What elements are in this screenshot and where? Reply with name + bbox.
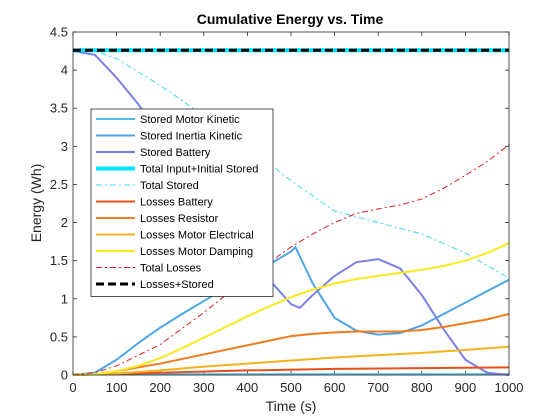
x-tick-label: 800	[411, 380, 433, 395]
x-tick-label: 300	[193, 380, 215, 395]
x-tick-label: 100	[106, 380, 128, 395]
axis-ticks: 0 100 200 300 400 500 600 700 800 900 1000 0 0.5 1 1.5…	[50, 25, 524, 396]
y-tick-label: 0.5	[50, 329, 68, 344]
x-tick-label: 1000	[495, 380, 524, 395]
series-line-stored-inertia-kinetic	[72, 245, 510, 376]
series-lines	[72, 48, 510, 376]
x-tick-label: 600	[324, 380, 346, 395]
y-tick-label: 3.5	[50, 101, 68, 116]
x-tick-label: 700	[367, 380, 389, 395]
y-tick-label: 4	[61, 63, 68, 78]
y-tick-label: 2	[61, 215, 68, 230]
y-tick-label: 1	[61, 291, 68, 306]
chart-title: Cumulative Energy vs. Time	[197, 11, 384, 27]
legend-label-stored-inertia-kinetic: Stored Inertia Kinetic	[140, 131, 243, 143]
legend-label-losses-resistor: Losses Resistor	[140, 213, 219, 225]
legend-label-losses-battery: Losses Battery	[140, 197, 213, 209]
x-tick-label: 500	[280, 380, 302, 395]
series-line-total-losses	[72, 144, 510, 376]
legend-label-losses-motor-electrical: Losses Motor Electrical	[140, 230, 254, 242]
y-tick-label: 2.5	[50, 177, 68, 192]
legend: Stored Motor Kinetic Stored Inertia Kinet…	[90, 108, 274, 297]
series-line-losses-resistor	[72, 313, 510, 376]
y-tick-label: 3	[61, 139, 68, 154]
x-tick-label: 0	[69, 380, 76, 395]
legend-label-total-losses: Total Losses	[140, 263, 202, 275]
legend-label-stored-battery: Stored Battery	[140, 147, 211, 159]
plot-frame	[72, 31, 510, 376]
legend-label-stored-motor-kinetic: Stored Motor Kinetic	[140, 114, 240, 126]
series-line-losses-motor-electrical	[72, 345, 510, 376]
y-tick-label: 1.5	[50, 253, 68, 268]
x-tick-label: 400	[237, 380, 259, 395]
y-axis-label: Energy (Wh)	[28, 164, 44, 243]
legend-box	[90, 108, 274, 297]
x-tick-label: 900	[455, 380, 477, 395]
series-line-losses-battery	[72, 366, 510, 376]
y-tick-label: 4.5	[50, 25, 68, 40]
legend-label-total-stored: Total Stored	[140, 180, 199, 192]
legend-label-losses-motor-damping: Losses Motor Damping	[140, 246, 253, 258]
x-tick-label: 200	[149, 380, 171, 395]
y-tick-label: 0	[61, 368, 68, 383]
legend-label-losses-stored: Losses+Stored	[140, 279, 214, 291]
x-axis-label: Time (s)	[266, 398, 317, 414]
series-line-losses-motor-damping	[72, 242, 510, 376]
series-line-total-stored	[72, 49, 510, 279]
legend-label-total-input-initial-stored: Total Input+Initial Stored	[140, 164, 258, 176]
